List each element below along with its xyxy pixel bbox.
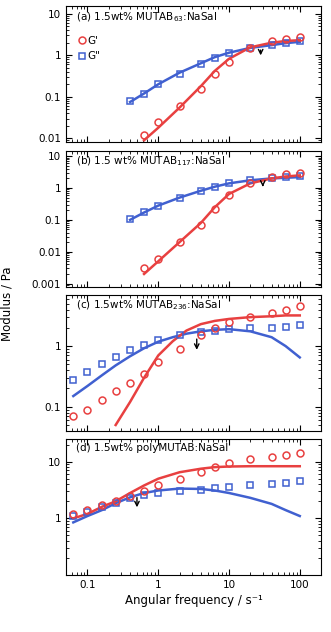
Text: Modulus / Pa: Modulus / Pa: [0, 266, 13, 341]
Text: (a) 1.5wt% MUTAB$_{63}$:NaSal: (a) 1.5wt% MUTAB$_{63}$:NaSal: [76, 10, 217, 24]
X-axis label: Angular frequency / s⁻¹: Angular frequency / s⁻¹: [125, 594, 262, 607]
Text: (d) 1.5wt% polyMUTAB:NaSal: (d) 1.5wt% polyMUTAB:NaSal: [76, 443, 229, 453]
Legend: G', G": G', G": [79, 36, 100, 61]
Text: (c) 1.5wt% MUTAB$_{236}$:NaSal: (c) 1.5wt% MUTAB$_{236}$:NaSal: [76, 299, 221, 312]
Text: (b) 1.5 wt% MUTAB$_{117}$:NaSal: (b) 1.5 wt% MUTAB$_{117}$:NaSal: [76, 155, 226, 168]
